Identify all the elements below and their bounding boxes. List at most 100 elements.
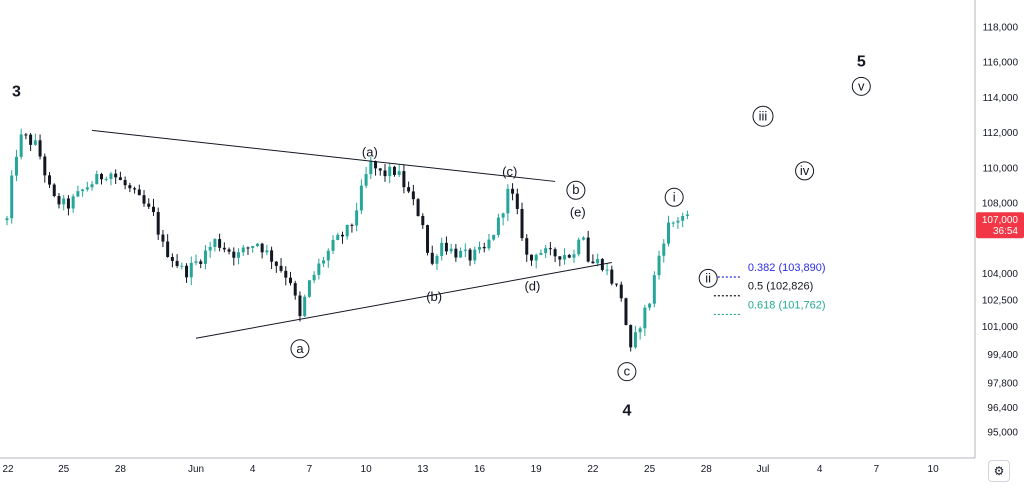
candle-body — [369, 161, 373, 175]
trendline-upper[interactable] — [91, 129, 556, 182]
wave-label-text[interactable]: 3 — [12, 84, 21, 101]
trendline-lower[interactable] — [195, 261, 612, 339]
candle-body — [24, 134, 28, 136]
candle-body — [66, 198, 70, 209]
candle-body — [43, 156, 47, 176]
candle-body — [33, 140, 37, 145]
candle-body — [289, 277, 292, 284]
candle-body — [487, 239, 491, 249]
time-tick-label: 10 — [928, 464, 940, 475]
candle-body — [322, 260, 326, 264]
candle-body — [303, 296, 307, 317]
wave-label-circle[interactable] — [752, 105, 774, 127]
last-price-value: 107,000 — [982, 215, 1019, 226]
candle-body — [426, 225, 430, 253]
candle-body — [671, 222, 675, 224]
candle-body — [581, 237, 585, 240]
candle-body — [118, 177, 122, 181]
wave-label-circle[interactable] — [698, 268, 718, 288]
price-tick-label: 108,000 — [982, 199, 1019, 210]
candle-body — [38, 140, 42, 157]
candle-body — [572, 254, 576, 258]
wave-label-circle[interactable] — [664, 187, 684, 207]
candle-body — [241, 247, 245, 253]
candle-body — [662, 243, 666, 256]
time-tick-label: 4 — [817, 464, 823, 475]
candle-body — [284, 270, 288, 278]
candle-body — [71, 196, 75, 209]
time-axis[interactable]: 22 25 28 Jun 4 7 10 13 16 19 22 25 28 Jul 4 7 10 — [0, 457, 975, 475]
candle-body — [553, 249, 557, 257]
time-tick-label: 28 — [701, 464, 713, 475]
wave-label-text[interactable]: (b) — [426, 289, 442, 304]
candle-body — [444, 242, 448, 252]
candle-body — [468, 249, 472, 261]
candle-body — [189, 262, 193, 278]
price-tick-label: 112,000 — [983, 128, 1019, 139]
wave-label-text[interactable]: 4 — [622, 402, 631, 419]
candles-layer — [5, 128, 689, 352]
wave-label-circle[interactable] — [566, 180, 586, 200]
candle-body — [57, 195, 61, 205]
time-tick-label: 25 — [644, 464, 656, 475]
candle-body — [218, 239, 222, 248]
candle-body — [563, 255, 567, 260]
candle-body — [237, 252, 241, 258]
candle-body — [199, 261, 203, 264]
candle-body — [454, 248, 458, 258]
wave-label-circle[interactable] — [851, 76, 871, 96]
candle-body — [374, 161, 378, 169]
time-tick-label: 19 — [531, 464, 543, 475]
candle-body — [667, 222, 670, 244]
wave-label-text[interactable]: (a) — [362, 144, 378, 159]
candle-body — [109, 173, 113, 179]
wave-label-text[interactable]: 5 — [857, 54, 866, 71]
candle-body — [619, 284, 623, 299]
candle-body — [340, 234, 344, 237]
wave-label-text: c — [624, 364, 631, 379]
candle-body — [638, 328, 642, 333]
time-tick-label: Jun — [188, 464, 204, 475]
candle-body — [482, 246, 486, 249]
candle-body — [260, 243, 264, 253]
candle-body — [633, 332, 637, 348]
fib-level-label: 0.382 (103,890) — [748, 262, 826, 274]
wave-label-circle[interactable] — [290, 339, 310, 359]
wave-label-circle[interactable] — [795, 161, 815, 181]
candle-body — [270, 250, 274, 262]
wave-label-text: v — [858, 78, 865, 93]
candle-body — [5, 218, 9, 221]
price-tick-label: 114,000 — [983, 93, 1019, 104]
trendlines-layer[interactable] — [91, 129, 612, 339]
candle-body — [104, 178, 108, 180]
wave-label-text[interactable]: (d) — [524, 278, 540, 293]
fib-level-label: 0.618 (101,762) — [748, 299, 826, 311]
candle-body — [355, 210, 359, 226]
candle-body — [567, 255, 571, 258]
candle-body — [100, 173, 103, 180]
time-tick-label: Jul — [757, 464, 770, 475]
price-axis[interactable]: 118,000 116,000 114,000 112,000 110,000 108,0… — [974, 0, 1019, 458]
price-tick-label: 102,500 — [982, 295, 1019, 306]
fibonacci-layer[interactable]: 0.382 (103,890) 0.5 (102,826) 0.618 (101,7… — [713, 262, 826, 316]
time-tick-label: 22 — [2, 464, 14, 475]
candle-body — [180, 265, 184, 267]
time-tick-label: 25 — [58, 464, 70, 475]
wave-label-text[interactable]: (e) — [570, 204, 586, 219]
candle-body — [615, 283, 619, 285]
wave-label-circle[interactable] — [617, 362, 637, 382]
candle-body — [610, 269, 614, 284]
candle-body — [10, 175, 14, 219]
candle-body — [501, 213, 505, 218]
candle-body — [345, 224, 349, 237]
wave-label-text: a — [296, 341, 304, 356]
candle-body — [685, 214, 689, 216]
candle-body — [359, 185, 363, 211]
chart-settings-button[interactable]: ⚙ — [988, 460, 1010, 482]
wave-label-text[interactable]: (c) — [502, 164, 517, 179]
candle-body — [416, 199, 420, 216]
